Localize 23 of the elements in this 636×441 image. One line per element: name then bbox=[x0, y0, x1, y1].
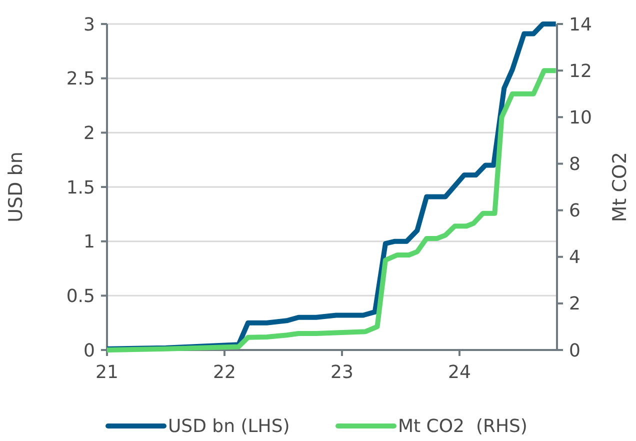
x-tick-label: 21 bbox=[96, 362, 118, 383]
y2-tick-label: 12 bbox=[569, 60, 592, 82]
y2-axis-title: Mt CO2 bbox=[609, 152, 631, 222]
legend-label: USD bn (LHS) bbox=[168, 416, 290, 437]
y-tick-label: 2 bbox=[84, 122, 95, 144]
y-tick-label: 1 bbox=[84, 232, 95, 253]
y-axis-title: USD bn bbox=[5, 152, 27, 222]
x-tick-label: 22 bbox=[213, 362, 236, 383]
y-tick-label: 2.5 bbox=[66, 68, 95, 90]
y-tick-label: 1.5 bbox=[66, 177, 95, 198]
y-tick-label: 0 bbox=[84, 340, 95, 362]
x-tick-label: 23 bbox=[330, 362, 354, 383]
y2-tick-label: 6 bbox=[569, 200, 580, 222]
y2-tick-label: 14 bbox=[569, 14, 592, 36]
legend-label: Mt CO2 (RHS) bbox=[398, 416, 528, 437]
y2-tick-label: 8 bbox=[569, 154, 580, 176]
y-tick-label: 0.5 bbox=[66, 286, 95, 307]
x-tick-label: 24 bbox=[448, 362, 471, 383]
y2-tick-label: 0 bbox=[569, 340, 580, 362]
y2-tick-label: 2 bbox=[569, 294, 580, 315]
y-tick-label: 3 bbox=[84, 14, 95, 36]
y2-tick-label: 4 bbox=[569, 247, 580, 268]
y2-tick-label: 10 bbox=[569, 107, 592, 128]
